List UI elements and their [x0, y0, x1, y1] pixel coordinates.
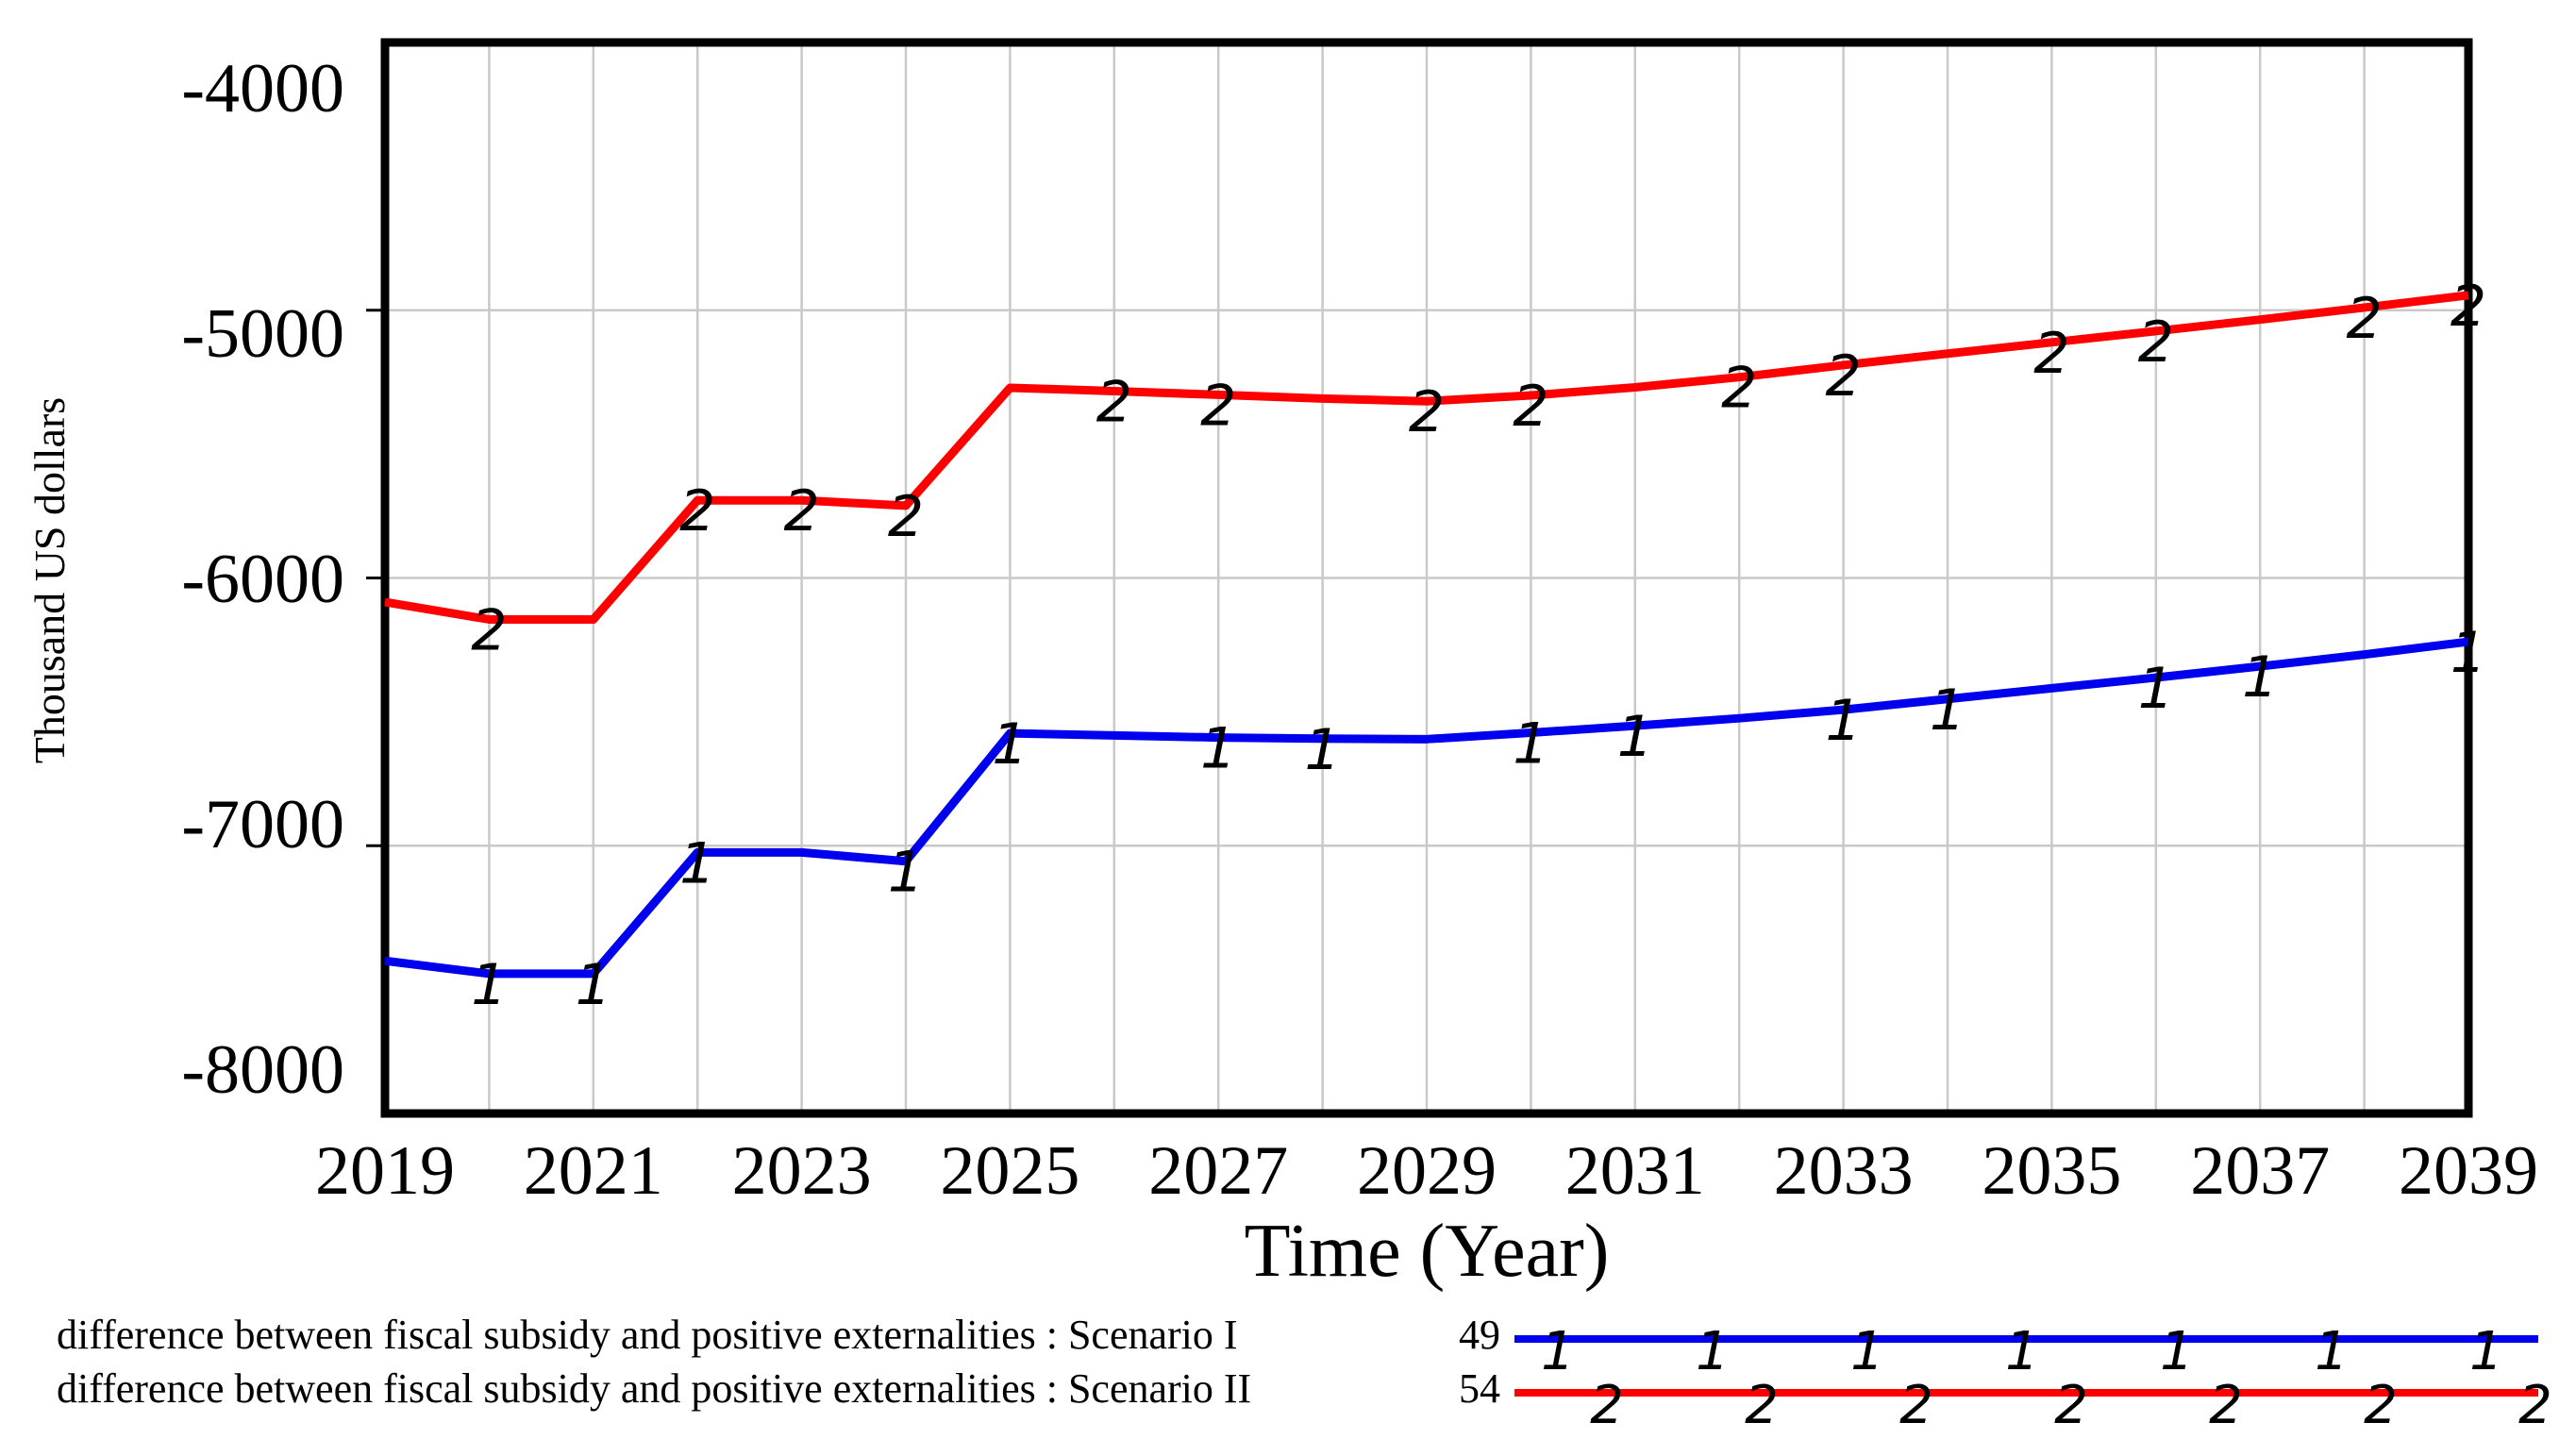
legend-marker-2: 2 — [2364, 1375, 2398, 1436]
legend-marker-1: 1 — [2469, 1321, 2503, 1382]
legend-marker-1: 1 — [1850, 1321, 1884, 1382]
line-marker-1: 1 — [576, 952, 611, 1018]
line-marker-1: 1 — [1930, 678, 1965, 744]
line-marker-2: 2 — [1200, 373, 1236, 439]
legend-marker-2: 2 — [2209, 1375, 2243, 1436]
x-tick-label: 2033 — [1774, 1132, 1914, 1210]
line-marker-1: 1 — [2138, 656, 2174, 722]
y-tick-label: -8000 — [181, 1031, 344, 1109]
y-tick-label: -4000 — [181, 50, 344, 127]
x-tick-label: 2029 — [1357, 1132, 1497, 1210]
line-marker-1: 1 — [992, 711, 1028, 778]
legend-label-scenario1: difference between fiscal subsidy and po… — [57, 1312, 1238, 1358]
line-marker-1: 1 — [1617, 704, 1653, 770]
legend-run-number-scenario2: 54 — [1459, 1365, 1500, 1412]
line-marker-2: 2 — [1721, 356, 1757, 422]
legend-marker-2: 2 — [1899, 1375, 1933, 1436]
plot-border — [380, 38, 2473, 1118]
line-marker-1: 1 — [471, 952, 507, 1018]
x-tick-label: 2021 — [524, 1132, 663, 1210]
series-line-run-54 — [384, 291, 2469, 624]
x-tick-label: 2037 — [2190, 1132, 2330, 1210]
line-marker-2: 2 — [1513, 374, 1548, 440]
legend-marker-1: 1 — [2005, 1321, 2039, 1382]
legend-marker-2: 2 — [1590, 1375, 1624, 1436]
line-marker-2: 2 — [2451, 274, 2486, 340]
legend-marker-1: 1 — [1541, 1321, 1575, 1382]
line-marker-2: 2 — [888, 484, 924, 550]
x-tick-label: 2025 — [940, 1132, 1079, 1210]
y-tick-label: -5000 — [181, 295, 344, 373]
series-line-run-49 — [384, 637, 2469, 979]
line-marker-1: 1 — [1513, 711, 1548, 778]
y-tick-label: -6000 — [181, 541, 344, 618]
line-marker-2: 2 — [2033, 321, 2069, 387]
x-axis-title: Time (Year) — [1245, 1210, 1610, 1293]
line-marker-2: 2 — [1096, 369, 1132, 435]
line-marker-1: 1 — [679, 830, 715, 896]
line-marker-2: 2 — [1826, 343, 1862, 410]
line-marker-1: 1 — [888, 840, 924, 906]
line-marker-1: 1 — [1305, 717, 1341, 783]
line-marker-2: 2 — [2138, 310, 2174, 376]
legend-marker-2: 2 — [1745, 1375, 1779, 1436]
x-tick-label: 2019 — [315, 1132, 455, 1210]
legend-marker-1: 1 — [2315, 1321, 2349, 1382]
line-marker-2: 2 — [679, 478, 715, 544]
line-marker-2: 2 — [471, 597, 507, 663]
x-tick-label: 2023 — [732, 1132, 872, 1210]
line-marker-2: 2 — [1409, 379, 1445, 445]
line-marker-1: 1 — [1826, 688, 1862, 754]
legend-marker-2: 2 — [2518, 1375, 2552, 1436]
x-tick-label: 2031 — [1565, 1132, 1705, 1210]
legend-swatch-scenario2: 2 2 2 2 2 2 2 — [1514, 1375, 2552, 1436]
legend-swatch-scenario1: 1 1 1 1 1 1 1 — [1514, 1321, 2538, 1382]
x-tick-label: 2035 — [1982, 1132, 2121, 1210]
legend-marker-1: 1 — [2160, 1321, 2194, 1382]
x-tick-label: 2039 — [2399, 1132, 2538, 1210]
legend-label-scenario2: difference between fiscal subsidy and po… — [57, 1365, 1252, 1412]
line-marker-1: 1 — [2242, 644, 2278, 711]
legend-marker-2: 2 — [2054, 1375, 2088, 1436]
line-marker-1: 1 — [2451, 620, 2486, 686]
x-tick-label: 2027 — [1148, 1132, 1288, 1210]
legend-run-number-scenario1: 49 — [1459, 1312, 1500, 1358]
y-tick-label: -7000 — [181, 786, 344, 863]
line-marker-1: 1 — [1200, 716, 1236, 782]
legend-marker-1: 1 — [1696, 1321, 1730, 1382]
line-marker-2: 2 — [2347, 286, 2383, 352]
y-axis-title: Thousand US dollars — [25, 397, 74, 763]
line-marker-2: 2 — [784, 478, 820, 544]
